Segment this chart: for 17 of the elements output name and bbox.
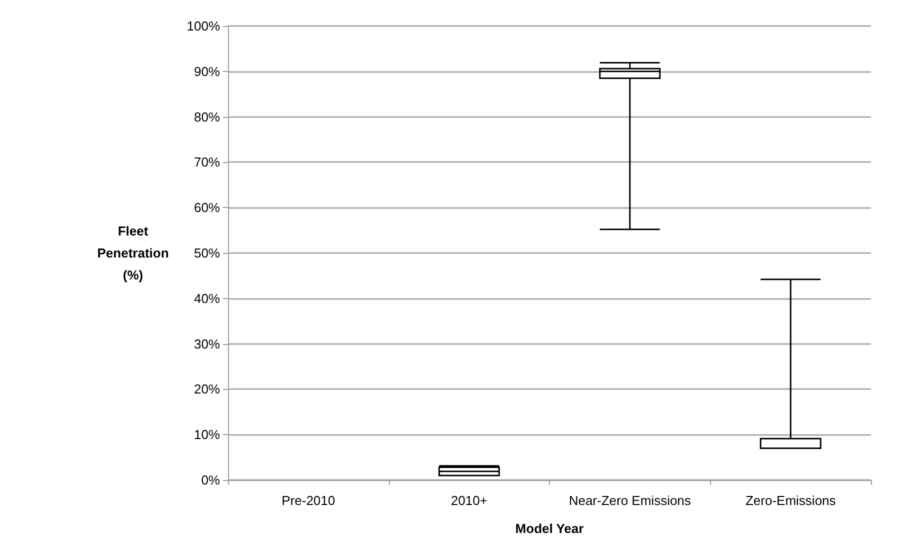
- x-tick-label: Zero-Emissions: [745, 493, 836, 508]
- x-tick-label: Near-Zero Emissions: [568, 493, 692, 508]
- y-tick-label: 10%: [194, 427, 220, 442]
- y-tick-label: 40%: [194, 290, 220, 306]
- x-axis-title: Model Year: [515, 521, 584, 536]
- x-tick-label: 2010+: [450, 493, 488, 508]
- y-tick-label: 60%: [194, 200, 220, 216]
- y-tick-label: 90%: [194, 64, 220, 79]
- y-tick-label: 100%: [186, 18, 220, 34]
- y-tick-label: 80%: [194, 109, 220, 124]
- y-tick-label: 30%: [194, 336, 220, 352]
- y-axis-title: Fleet Penetration (%): [97, 224, 169, 282]
- y-tick-label: 50%: [194, 246, 220, 260]
- y-tick-label: 0%: [201, 472, 220, 488]
- y-tick-label: 20%: [194, 382, 220, 397]
- x-tick-label: Pre-2010: [282, 493, 336, 508]
- y-tick-label: 70%: [194, 154, 220, 170]
